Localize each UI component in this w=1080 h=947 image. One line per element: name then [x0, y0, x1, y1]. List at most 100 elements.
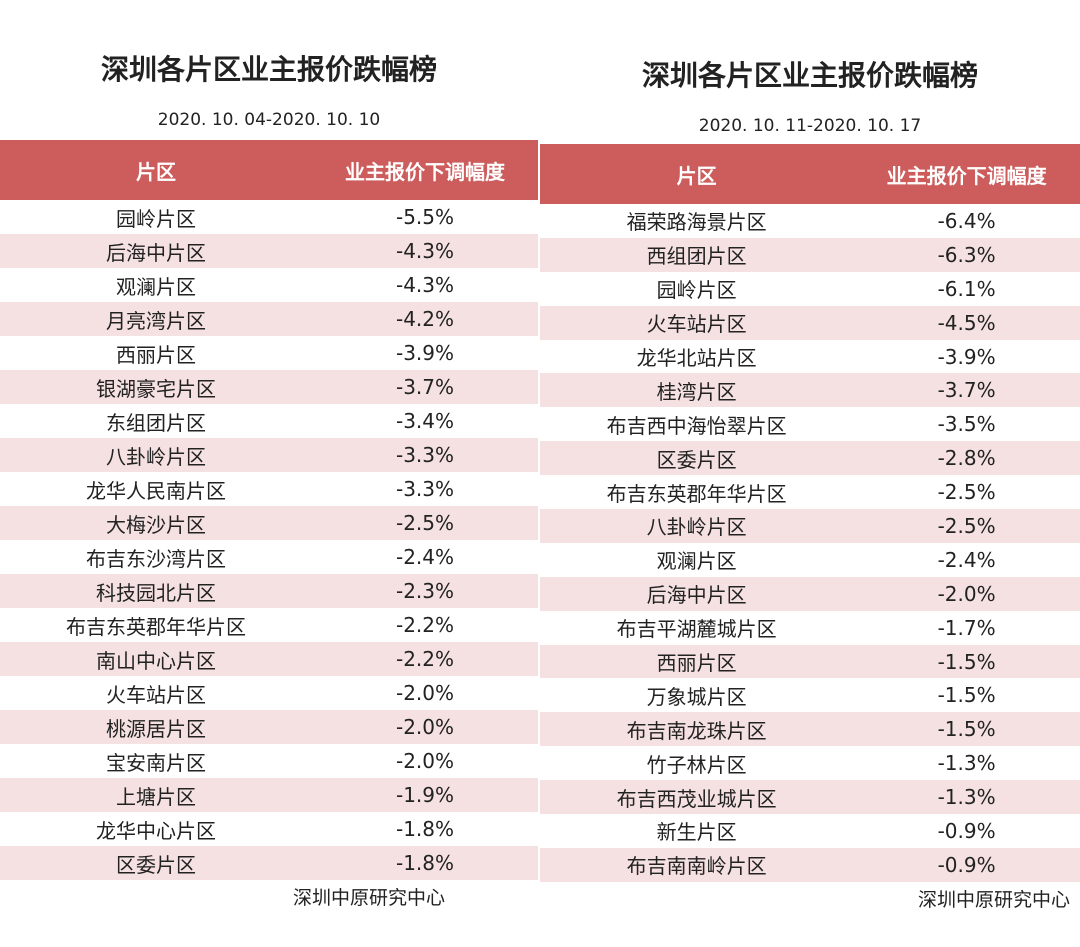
change-cell: -2.8%: [937, 446, 996, 471]
table-row: 后海中片区 -4.3%: [0, 234, 538, 268]
change-cell: -1.7%: [937, 615, 996, 640]
change-cell: -1.8%: [395, 851, 455, 875]
table-row: 龙华北站片区 -3.9%: [540, 339, 1080, 374]
change-cell: -2.5%: [395, 511, 455, 535]
left-ranking-panel: 深圳各片区业主报价跌幅榜 2020. 10. 04-2020. 10. 10 片…: [0, 40, 538, 916]
district-cell: 布吉东沙湾片区: [86, 546, 227, 571]
table-row: 桂湾片区 -3.7%: [540, 373, 1080, 408]
table-row: 福荣路海景片区 -6.4%: [540, 204, 1080, 238]
district-cell: 区委片区: [656, 447, 737, 472]
right-ranking-panel: 深圳各片区业主报价跌幅榜 2020. 10. 11-2020. 10. 17 片…: [540, 44, 1080, 918]
change-cell: -2.4%: [937, 547, 996, 572]
change-cell: -6.3%: [937, 242, 996, 267]
table-row: 布吉东英郡年华片区 -2.2%: [0, 608, 538, 642]
table-row: 布吉南龙珠片区 -1.5%: [540, 712, 1080, 747]
change-cell: -1.5%: [937, 717, 996, 742]
right-date-range: 2020. 10. 11-2020. 10. 17: [698, 116, 922, 136]
district-cell: 园岭片区: [656, 278, 737, 303]
district-cell: 科技园北片区: [96, 580, 217, 605]
change-cell: -4.2%: [395, 307, 455, 331]
table-row: 东组团片区 -3.4%: [0, 404, 538, 438]
right-table-body: 福荣路海景片区 -6.4% 西组团片区 -6.3% 园岭片区 -6.1% 火车站片区 -4.5…: [540, 204, 1080, 882]
right-source: 深圳中原研究中心: [917, 888, 1070, 911]
table-row: 火车站片区 -2.0%: [0, 676, 538, 710]
table-row: 观澜片区 -4.3%: [0, 268, 538, 302]
change-cell: -1.3%: [937, 785, 996, 810]
table-row: 布吉西茂业城片区 -1.3%: [540, 780, 1080, 815]
table-row: 观澜片区 -2.4%: [540, 542, 1080, 577]
district-cell: 大梅沙片区: [106, 512, 207, 537]
right-table-header: 片区 业主报价下调幅度: [540, 144, 1080, 204]
left-table-body: 园岭片区 -5.5% 后海中片区 -4.3% 观澜片区 -4.3% 月亮湾片区 -4.2% 西丽…: [0, 200, 538, 880]
district-cell: 八卦岭片区: [106, 444, 207, 469]
change-cell: -6.1%: [937, 276, 996, 301]
district-cell: 八卦岭片区: [646, 515, 747, 540]
left-header-district: 片区: [136, 159, 177, 184]
district-cell: 南山中心片区: [96, 648, 217, 673]
change-cell: -2.2%: [395, 647, 455, 671]
change-cell: -2.0%: [395, 681, 455, 705]
left-date-range: 2020. 10. 04-2020. 10. 10: [157, 110, 381, 130]
change-cell: -2.0%: [395, 749, 455, 773]
district-cell: 万象城片区: [646, 684, 747, 709]
change-cell: -4.3%: [395, 239, 455, 263]
change-cell: -4.3%: [395, 273, 455, 297]
change-cell: -1.9%: [395, 783, 455, 807]
district-cell: 后海中片区: [646, 583, 747, 608]
change-cell: -3.5%: [937, 412, 996, 437]
left-title: 深圳各片区业主报价跌幅榜: [100, 53, 437, 86]
district-cell: 桃源居片区: [106, 716, 207, 741]
district-cell: 布吉东英郡年华片区: [606, 481, 787, 506]
change-cell: -5.5%: [395, 205, 455, 229]
district-cell: 后海中片区: [106, 240, 207, 265]
change-cell: -2.3%: [395, 579, 455, 603]
change-cell: -3.7%: [395, 375, 455, 399]
district-cell: 龙华中心片区: [96, 818, 217, 843]
right-title: 深圳各片区业主报价跌幅榜: [641, 59, 978, 92]
change-cell: -3.3%: [395, 443, 455, 467]
district-cell: 区委片区: [116, 852, 197, 877]
right-header-change: 业主报价下调幅度: [886, 163, 1047, 188]
table-row: 火车站片区 -4.5%: [540, 305, 1080, 340]
district-cell: 观澜片区: [116, 274, 197, 299]
district-cell: 布吉南龙珠片区: [626, 718, 767, 743]
table-row: 西丽片区 -1.5%: [540, 644, 1080, 679]
table-row: 八卦岭片区 -2.5%: [540, 509, 1080, 543]
table-row: 布吉东沙湾片区 -2.4%: [0, 540, 538, 574]
change-cell: -3.3%: [395, 477, 455, 501]
change-cell: -6.4%: [937, 208, 996, 233]
change-cell: -2.5%: [937, 480, 996, 505]
change-cell: -2.0%: [395, 715, 455, 739]
change-cell: -2.5%: [937, 513, 996, 538]
district-cell: 观澜片区: [656, 549, 737, 574]
district-cell: 银湖豪宅片区: [96, 376, 217, 401]
table-row: 布吉西中海怡翠片区 -3.5%: [540, 407, 1080, 442]
table-row: 银湖豪宅片区 -3.7%: [0, 370, 538, 404]
table-row: 大梅沙片区 -2.5%: [0, 506, 538, 540]
district-cell: 布吉西中海怡翠片区: [606, 413, 787, 438]
table-row: 龙华人民南片区 -3.3%: [0, 472, 538, 506]
district-cell: 宝安南片区: [106, 750, 207, 775]
right-header-district: 片区: [676, 163, 717, 188]
table-row: 桃源居片区 -2.0%: [0, 710, 538, 744]
district-cell: 布吉西茂业城片区: [616, 786, 777, 811]
district-cell: 月亮湾片区: [106, 308, 207, 333]
table-row: 八卦岭片区 -3.3%: [0, 438, 538, 472]
change-cell: -2.4%: [395, 545, 455, 569]
district-cell: 东组团片区: [106, 410, 207, 435]
district-cell: 西丽片区: [116, 342, 197, 367]
change-cell: -1.8%: [395, 817, 455, 841]
left-table-header: 片区 业主报价下调幅度: [0, 140, 538, 200]
district-cell: 上塘片区: [116, 784, 197, 809]
district-cell: 竹子林片区: [646, 752, 747, 777]
district-cell: 火车站片区: [106, 682, 207, 707]
table-row: 新生片区 -0.9%: [540, 814, 1080, 848]
change-cell: -3.4%: [395, 409, 455, 433]
table-row: 后海中片区 -2.0%: [540, 576, 1080, 611]
district-cell: 布吉平湖麓城片区: [616, 617, 777, 642]
district-cell: 西丽片区: [656, 651, 737, 676]
table-row: 布吉平湖麓城片区 -1.7%: [540, 610, 1080, 645]
change-cell: -3.9%: [937, 344, 996, 369]
change-cell: -1.3%: [937, 751, 996, 776]
left-source: 深圳中原研究中心: [292, 887, 445, 909]
